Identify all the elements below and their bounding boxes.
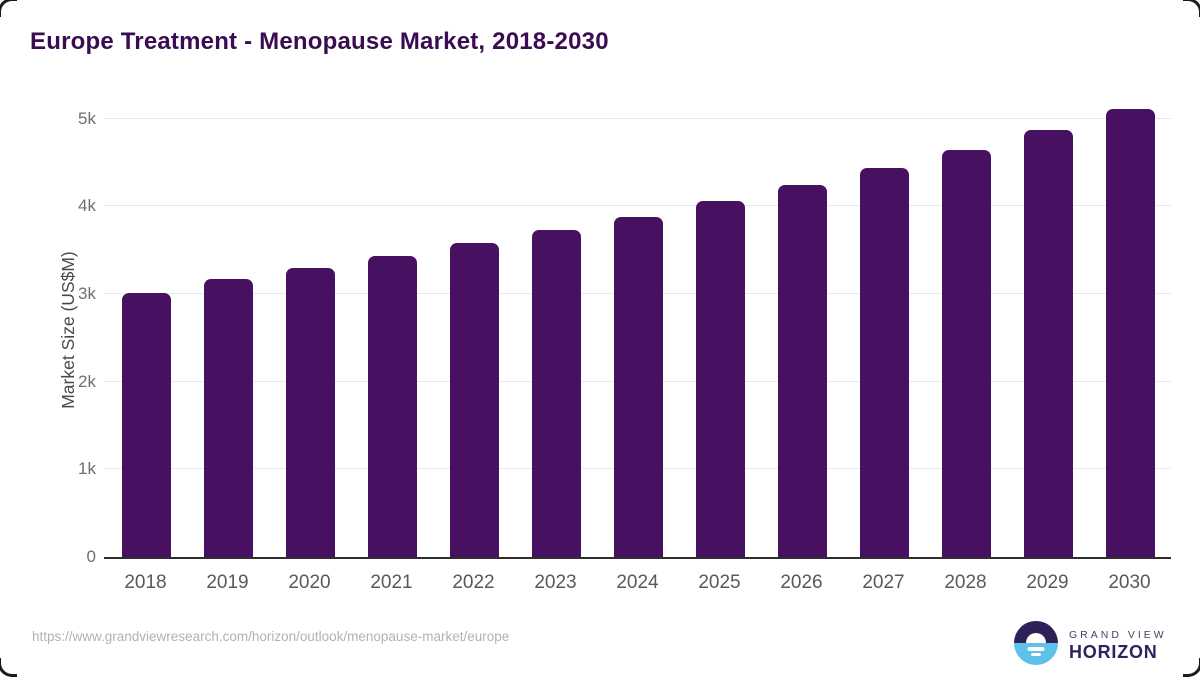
rounded-corner-border (1183, 0, 1200, 17)
y-axis-title: Market Size (US$M) (58, 251, 78, 409)
y-tick-label-0: 0 (86, 547, 96, 566)
x-tick-label-2028: 2028 (944, 572, 987, 593)
y-tick-label-3k: 3k (78, 283, 96, 303)
x-tick-label-2026: 2026 (780, 572, 823, 593)
rounded-corner-border (1183, 658, 1200, 677)
x-tick-label-2020: 2020 (288, 572, 331, 593)
bar-2018[interactable] (121, 293, 171, 557)
horizon-line (1027, 647, 1045, 651)
y-tick-label-4k: 4k (78, 196, 96, 216)
gridline-4k (104, 205, 1171, 207)
bar-2026[interactable] (777, 185, 827, 557)
bar-2028[interactable] (941, 150, 991, 557)
x-tick-label-2029: 2029 (1026, 572, 1069, 593)
x-tick-label-2025: 2025 (698, 572, 741, 593)
bar-2030[interactable] (1105, 108, 1155, 557)
logo-text-horizon: HORIZON (1069, 642, 1158, 662)
x-tick-label-2019: 2019 (206, 572, 249, 593)
bar-2027[interactable] (859, 167, 909, 557)
y-tick-label-1k: 1k (78, 459, 96, 479)
bar-2023[interactable] (531, 229, 581, 557)
x-tick-label-2023: 2023 (534, 572, 577, 593)
x-tick-label-2021: 2021 (370, 572, 413, 593)
bar-2019[interactable] (203, 279, 253, 557)
bar-2020[interactable] (285, 267, 335, 557)
logo-text: GRAND VIEW HORIZON (1069, 621, 1167, 663)
x-tick-label-2030: 2030 (1108, 572, 1151, 593)
x-axis-tick-labels: 2018 2019 2020 2021 2022 2023 2024 2025 2026 2027… (104, 572, 1171, 602)
bar-2022[interactable] (449, 242, 499, 557)
bar-2029[interactable] (1023, 129, 1073, 557)
rounded-corner-border (0, 658, 17, 677)
source-url: https://www.grandviewresearch.com/horizo… (32, 629, 510, 644)
horizon-line (1031, 652, 1041, 656)
y-tick-label-2k: 2k (78, 371, 96, 391)
bar-2024[interactable] (613, 216, 663, 557)
rounded-corner-border (0, 0, 17, 17)
x-tick-label-2018: 2018 (124, 572, 167, 593)
x-tick-label-2022: 2022 (452, 572, 495, 593)
x-tick-label-2024: 2024 (616, 572, 659, 593)
y-axis-tick-labels: 0 1k 2k 3k 4k 5k (26, 0, 96, 675)
gridline-5k (104, 117, 1171, 119)
sun-dome-shape (1026, 633, 1046, 643)
bar-2025[interactable] (695, 200, 745, 557)
bar-2021[interactable] (367, 256, 417, 557)
y-tick-label-5k: 5k (78, 108, 96, 128)
chart-title: Europe Treatment - Menopause Market, 201… (30, 28, 609, 55)
logo-text-grand-view: GRAND VIEW (1069, 629, 1167, 641)
grand-view-horizon-logo: GRAND VIEW HORIZON (1014, 621, 1167, 665)
x-tick-label-2027: 2027 (862, 572, 905, 593)
horizon-sun-icon (1014, 621, 1058, 665)
bar-chart-plot-area (104, 108, 1171, 559)
